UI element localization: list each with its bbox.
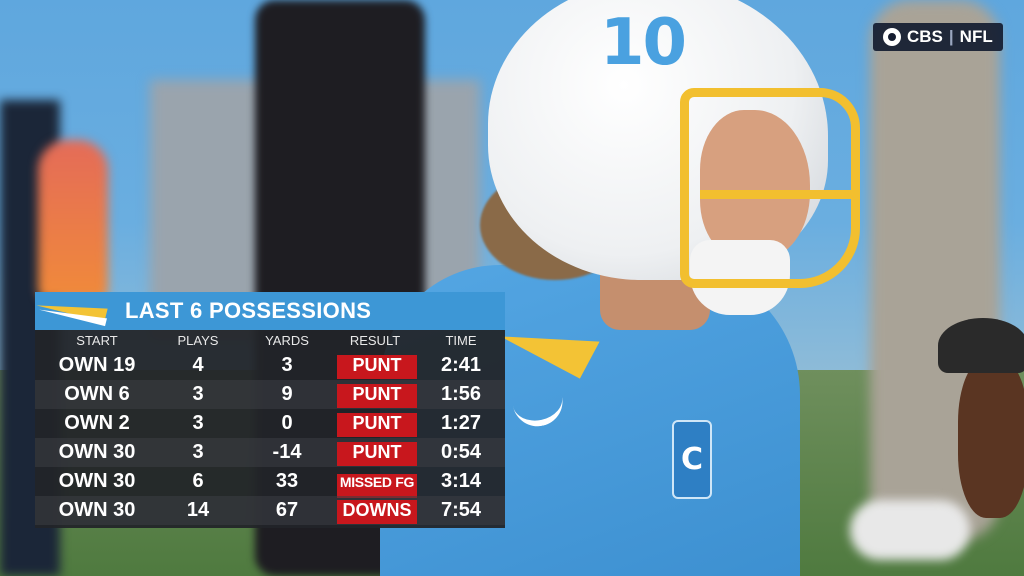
sideline-person [938, 318, 1024, 538]
cell-start: OWN 2 [64, 412, 130, 434]
bystander-shoe [850, 500, 970, 560]
cell-yards: 67 [275, 499, 299, 521]
graphic-header: LAST 6 POSSESSIONS [35, 291, 505, 330]
cell-start: OWN 30 [58, 499, 136, 521]
cell-start: OWN 19 [58, 354, 136, 376]
cell-result: DOWNS [337, 496, 417, 525]
cell-time: 0:54 [440, 441, 482, 463]
cell-result: PUNT [337, 380, 417, 409]
cell-plays: 4 [192, 354, 204, 376]
facemask-bar [700, 190, 860, 199]
column-header-start: START [76, 333, 118, 348]
cell-result: PUNT [337, 351, 417, 380]
network-separator: | [948, 27, 954, 46]
possessions-graphic: LAST 6 POSSESSIONS START PLAYS YARDS RES… [35, 291, 505, 528]
league-name: NFL [959, 27, 993, 46]
cell-time: 3:14 [440, 470, 482, 492]
captain-patch: C [672, 420, 712, 499]
cell-yards: 0 [281, 412, 293, 434]
column-header-yards: YARDS [265, 333, 309, 348]
cell-result: PUNT [337, 409, 417, 438]
table-row: OWN 19 4 3 PUNT 2:41 [35, 351, 505, 380]
cell-plays: 3 [192, 441, 204, 463]
cell-plays: 14 [186, 499, 210, 521]
pylon [38, 140, 108, 300]
result-badge: MISSED FG [337, 474, 417, 498]
cell-time: 7:54 [440, 499, 482, 521]
cell-plays: 6 [192, 470, 204, 492]
cell-plays: 3 [192, 383, 204, 405]
result-badge: PUNT [337, 442, 417, 466]
result-badge: DOWNS [337, 500, 417, 524]
helmet-number: 10 [600, 6, 687, 80]
cell-yards: 3 [281, 354, 293, 376]
table-row: OWN 30 14 67 DOWNS 7:54 [35, 496, 505, 525]
cell-yards: 9 [281, 383, 293, 405]
result-badge: PUNT [337, 413, 417, 437]
column-header-time: TIME [445, 333, 477, 348]
cell-time: 1:56 [440, 383, 482, 405]
cell-result: MISSED FG [337, 467, 417, 498]
column-header-result: RESULT [349, 333, 401, 348]
possessions-table: START PLAYS YARDS RESULT TIME OWN 19 4 3… [35, 330, 505, 528]
table-header: START PLAYS YARDS RESULT TIME [35, 330, 505, 351]
table-row: OWN 30 6 33 MISSED FG 3:14 [35, 467, 505, 498]
column-header-plays: PLAYS [177, 333, 219, 348]
cell-result: PUNT [337, 438, 417, 467]
cell-time: 1:27 [440, 412, 482, 434]
cell-time: 2:41 [440, 354, 482, 376]
facemask [680, 88, 860, 288]
cell-plays: 3 [192, 412, 204, 434]
result-badge: PUNT [337, 355, 417, 379]
table-row: OWN 2 3 0 PUNT 1:27 [35, 409, 505, 438]
graphic-title: LAST 6 POSSESSIONS [125, 298, 372, 323]
cell-start: OWN 30 [58, 441, 136, 463]
network-bug: CBS | NFL [873, 23, 1003, 51]
cell-yards: 33 [275, 470, 299, 492]
result-badge: PUNT [337, 384, 417, 408]
cell-start: OWN 30 [58, 470, 136, 492]
table-row: OWN 6 3 9 PUNT 1:56 [35, 380, 505, 409]
cap-icon [938, 318, 1024, 373]
chargers-bolt-icon [35, 291, 113, 330]
cell-yards: -14 [272, 441, 302, 463]
network-brand: CBS [907, 27, 943, 46]
cbs-eye-icon [883, 28, 901, 46]
table-row: OWN 30 3 -14 PUNT 0:54 [35, 438, 505, 467]
sideline-person-face [958, 358, 1024, 518]
cell-start: OWN 6 [64, 383, 130, 405]
